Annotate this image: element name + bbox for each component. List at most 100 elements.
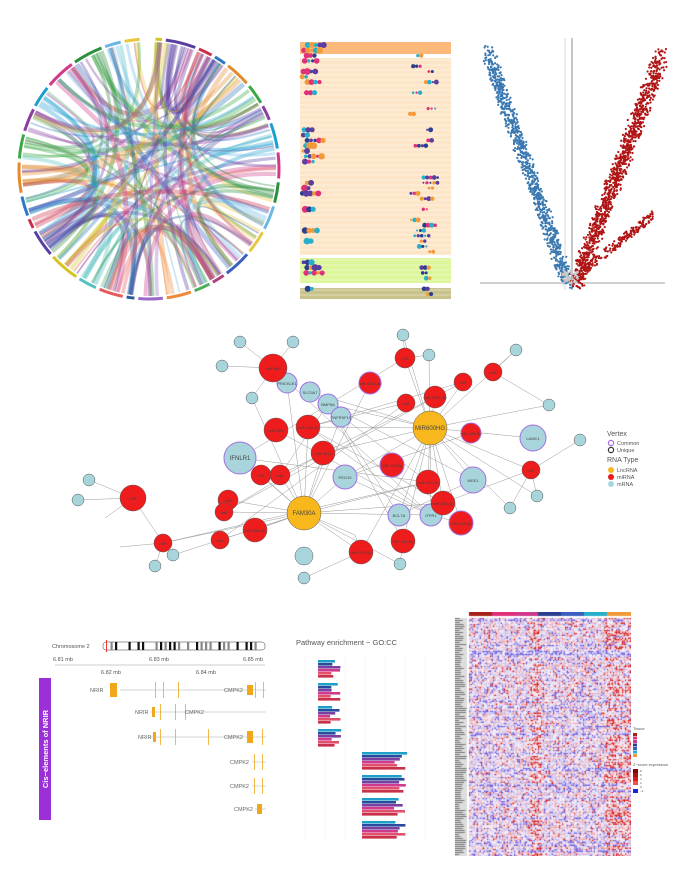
point-up xyxy=(613,195,616,198)
chord-link xyxy=(23,96,257,154)
node-mir: miR xyxy=(210,530,230,550)
chord-link xyxy=(163,44,190,291)
point-up xyxy=(644,224,647,227)
point-up xyxy=(581,251,585,255)
point-down xyxy=(497,84,500,87)
point-down xyxy=(524,153,528,156)
point-up xyxy=(595,240,598,244)
dot xyxy=(426,107,430,111)
point-down xyxy=(506,124,509,127)
chord-sector xyxy=(165,38,196,49)
ideogram-band xyxy=(160,642,163,650)
gene-label-cmpk2: CMPK2 xyxy=(230,760,249,766)
point-up xyxy=(609,179,612,182)
dot xyxy=(426,265,431,270)
point-up xyxy=(637,112,640,115)
node-mir-204-5p: miR-204-5p xyxy=(348,539,374,565)
node-circle xyxy=(519,424,547,452)
point-down xyxy=(520,166,523,169)
dot xyxy=(310,228,316,233)
point-up xyxy=(581,284,584,287)
point-up xyxy=(632,145,636,148)
dot xyxy=(305,127,311,133)
chord-link xyxy=(130,112,264,296)
point-up xyxy=(605,246,608,249)
dot xyxy=(319,270,325,276)
point-up xyxy=(645,222,648,226)
point-up xyxy=(629,229,632,232)
point-down xyxy=(497,96,500,99)
pathway-bar xyxy=(362,821,396,824)
chord-sector xyxy=(263,205,275,230)
point-up xyxy=(605,180,608,183)
point-down xyxy=(508,101,512,104)
pathway-bar xyxy=(318,663,333,666)
point-down xyxy=(484,59,487,62)
point-down xyxy=(521,151,524,154)
point-down xyxy=(506,92,509,95)
point-up xyxy=(623,139,627,142)
point-up xyxy=(599,217,602,221)
point-down xyxy=(494,77,497,80)
point-up xyxy=(621,150,625,153)
node-label: miR xyxy=(216,538,223,543)
point-down xyxy=(545,233,549,236)
point-down xyxy=(509,96,512,99)
point-down xyxy=(549,210,553,213)
legend-vertex-title: Vertex xyxy=(607,431,627,438)
point-down xyxy=(534,183,537,186)
dot xyxy=(410,218,413,221)
chord-link xyxy=(32,116,196,289)
node-mir: miR xyxy=(453,372,473,392)
point-up xyxy=(638,221,642,224)
pathway-bar xyxy=(362,764,398,767)
chord-link xyxy=(173,48,217,114)
node-circle xyxy=(358,371,382,395)
point-down xyxy=(532,163,535,166)
point-ns xyxy=(566,273,569,276)
point-down xyxy=(501,103,504,106)
point-up xyxy=(601,194,604,197)
point-up xyxy=(597,224,600,227)
node-label: miR xyxy=(257,473,264,478)
point-up xyxy=(643,99,646,102)
pathway-bar xyxy=(362,752,408,755)
point-down xyxy=(527,165,530,168)
point-down xyxy=(529,183,532,186)
chord-sector xyxy=(227,64,248,85)
dot xyxy=(419,53,424,58)
node-mir-15a-5p: miR-15a-5p xyxy=(430,490,456,516)
point-up xyxy=(638,97,641,100)
point-up xyxy=(649,101,652,104)
point-down xyxy=(541,227,544,230)
node-circle xyxy=(153,533,173,553)
point-up xyxy=(647,95,650,98)
point-up xyxy=(636,115,639,118)
point-down xyxy=(517,136,521,139)
point-up xyxy=(663,57,666,60)
chord-link xyxy=(131,75,237,296)
chord-link xyxy=(133,42,202,110)
point-up xyxy=(649,70,653,73)
network-edge xyxy=(239,457,429,483)
point-down xyxy=(487,62,491,66)
point-down xyxy=(512,128,515,131)
network-edge xyxy=(429,349,517,429)
chord-link xyxy=(27,92,95,145)
point-up xyxy=(636,127,640,130)
point-up xyxy=(595,228,598,231)
point-down xyxy=(513,149,517,153)
legend-common-marker xyxy=(607,439,615,447)
point-down xyxy=(505,98,508,102)
gene-label-cmpk2: CMPK2 xyxy=(224,735,243,741)
point-up xyxy=(642,107,645,111)
chord-sector xyxy=(27,218,35,229)
point-up xyxy=(658,73,662,76)
network-edge xyxy=(223,381,464,513)
point-up xyxy=(618,179,621,182)
point-down xyxy=(547,234,550,237)
point-down xyxy=(519,130,522,134)
dot xyxy=(411,111,416,117)
node-mir600hg: MIR600HG xyxy=(412,410,448,446)
point-up xyxy=(577,281,580,284)
